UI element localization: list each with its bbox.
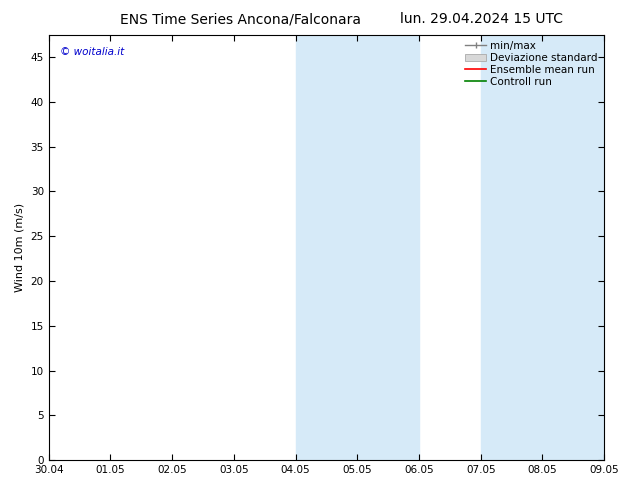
Y-axis label: Wind 10m (m/s): Wind 10m (m/s) — [15, 203, 25, 292]
Bar — [481, 35, 604, 460]
Text: lun. 29.04.2024 15 UTC: lun. 29.04.2024 15 UTC — [400, 12, 564, 26]
Text: ENS Time Series Ancona/Falconara: ENS Time Series Ancona/Falconara — [120, 12, 361, 26]
Bar — [295, 35, 419, 460]
Text: © woitalia.it: © woitalia.it — [60, 48, 124, 57]
Legend: min/max, Deviazione standard, Ensemble mean run, Controll run: min/max, Deviazione standard, Ensemble m… — [462, 38, 601, 90]
